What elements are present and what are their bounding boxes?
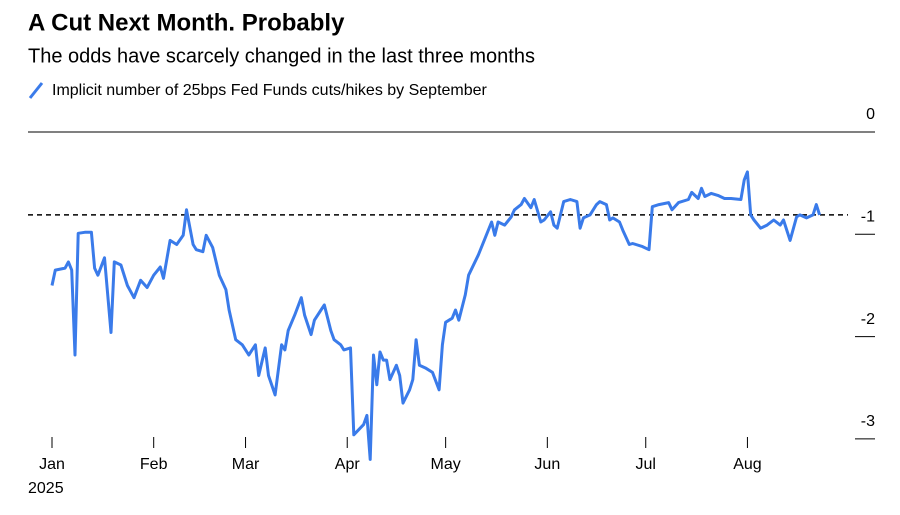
legend-label: Implicit number of 25bps Fed Funds cuts/… [52, 82, 488, 99]
y-tick-label: 0 [866, 106, 875, 123]
y-tick-label: -2 [861, 311, 875, 328]
data-line [50, 170, 822, 461]
x-tick-label: May [431, 456, 461, 473]
x-tick-label: Jun [534, 456, 560, 473]
legend-swatch [28, 82, 44, 99]
x-tick-label: Jul [636, 456, 656, 473]
x-tick-label: Feb [140, 456, 168, 473]
y-tick-label: -1 [861, 209, 875, 226]
year-label: 2025 [28, 480, 64, 497]
chart-title: A Cut Next Month. Probably [28, 9, 345, 36]
chart-subtitle: The odds have scarcely changed in the la… [28, 45, 535, 67]
x-tick-label: Aug [733, 456, 761, 473]
y-tick-label: -3 [861, 413, 875, 430]
x-tick-label: Mar [232, 456, 260, 473]
x-tick-label: Jan [39, 456, 65, 473]
x-tick-label: Apr [335, 456, 361, 473]
